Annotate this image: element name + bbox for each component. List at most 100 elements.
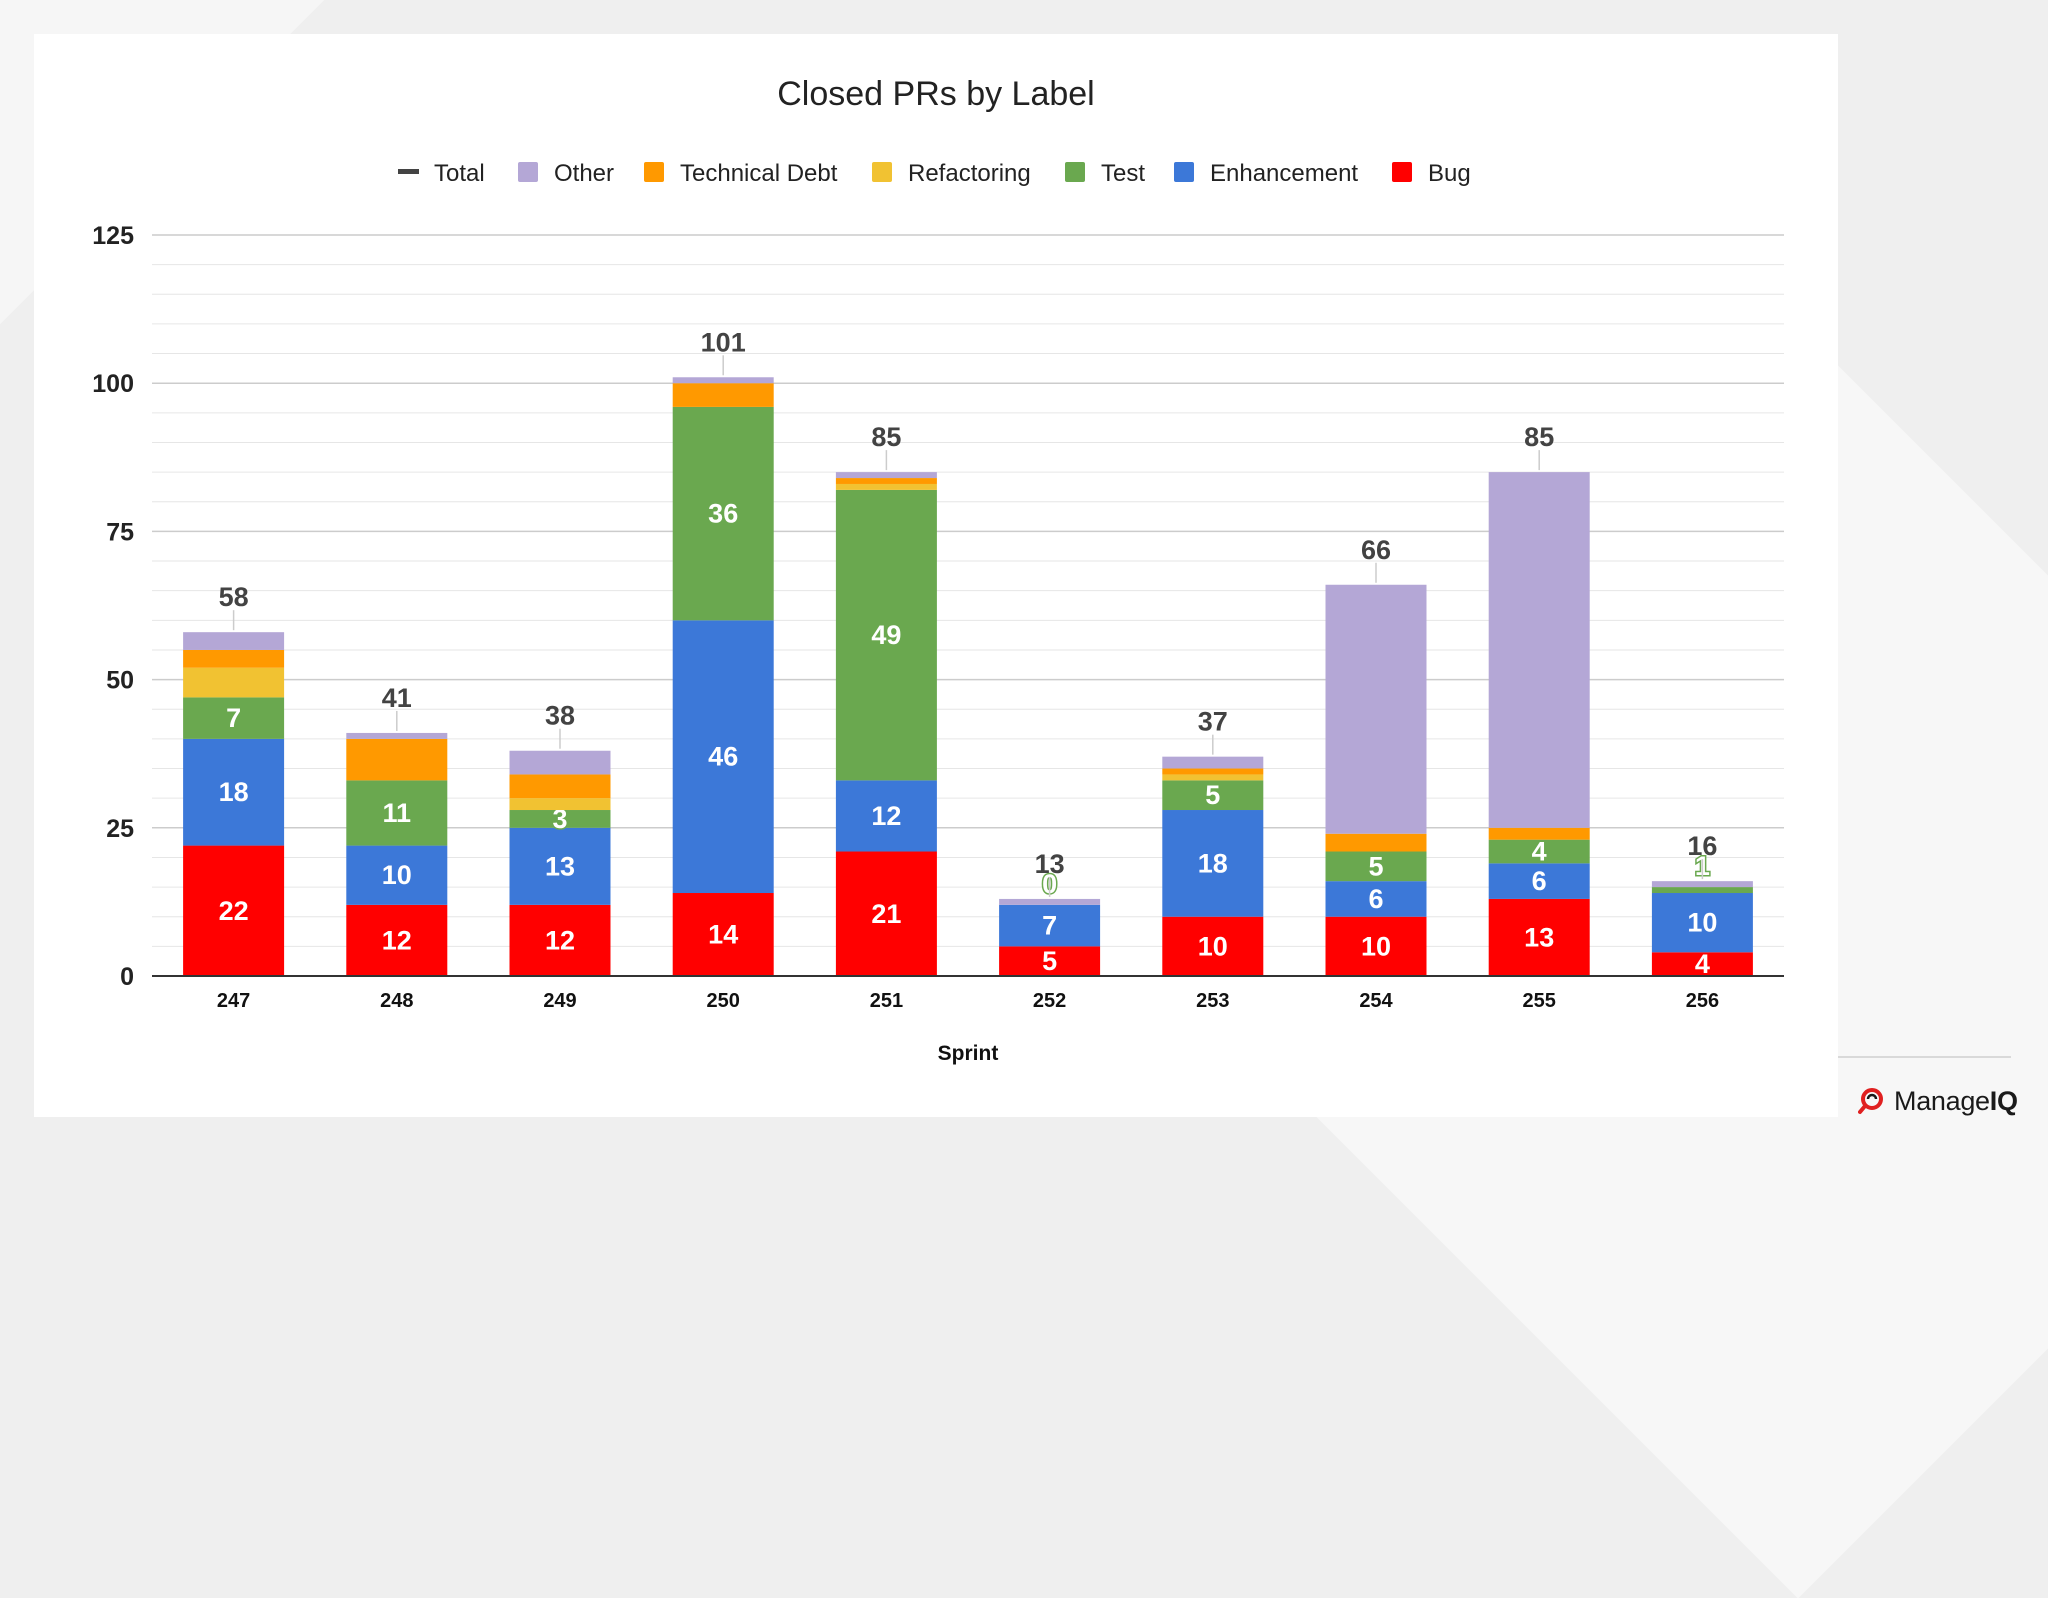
bar-segment-bug [1162,916,1264,976]
data-label-bug: 10 [1198,931,1228,961]
data-label-test: 3 [552,804,567,834]
manageiq-logo-icon [1858,1088,1883,1114]
data-label-total: 85 [1524,422,1554,452]
bar-segment-other [346,732,448,739]
data-label-test: 5 [1368,851,1383,881]
bar-segment-enhancement [835,780,937,852]
bar-segment-other [1651,881,1753,888]
y-tick-label: 0 [120,963,134,991]
data-label-enhancement: 10 [1687,908,1717,938]
data-label-total: 38 [545,701,575,731]
bar-segment-refactoring [835,483,937,490]
bar-segment-test [1651,887,1753,894]
data-label-enhancement: 46 [708,742,738,772]
bar-segment-enhancement [1162,810,1264,917]
legend-label-refactoring: Refactoring [908,160,1031,187]
bar-segment-other [999,898,1101,905]
legend-swatch-refactoring [872,162,892,182]
y-tick-label: 75 [106,518,134,546]
data-label-total: 37 [1198,707,1228,737]
bar-segment-test [672,406,774,621]
data-label-total: 58 [219,582,249,612]
bar-segment-other [1325,584,1427,834]
legend-swatch-total [398,169,419,174]
bar-segment-refactoring [183,667,285,698]
data-label-enhancement: 18 [1198,848,1228,878]
y-tick-label: 125 [92,222,134,250]
legend-swatch-enhancement [1174,162,1194,182]
legend-label-technical-debt: Technical Debt [680,160,838,187]
data-label-total: 41 [382,683,412,713]
x-tick-label: 249 [543,990,576,1012]
data-label-enhancement: 13 [545,851,575,881]
data-label-bug: 5 [1042,946,1057,976]
bar-segment-bug [999,946,1101,976]
bar-segment-technical-debt [346,738,448,781]
bar-segment-technical-debt [1162,768,1264,775]
data-label-test: 11 [383,798,412,828]
legend-swatch-technical-debt [644,162,664,182]
x-tick-label: 256 [1686,990,1719,1012]
bar-segment-bug [1651,952,1753,976]
brand-name: ManageIQ [1894,1085,2018,1116]
bar-segment-technical-debt [1488,827,1590,840]
bar-segment-bug [672,893,774,976]
legend-swatch-other [518,162,538,182]
chart: Closed PRs by Label025507510012522187582… [92,75,1784,1065]
bar-segment-test [835,489,937,781]
legend-label-bug: Bug [1428,160,1471,187]
data-label-total: 101 [701,327,746,357]
data-label-enhancement: 10 [382,860,412,890]
bar-segment-technical-debt [509,774,611,799]
bar-segment-test [1325,851,1427,882]
data-label-test: 5 [1205,780,1220,810]
bar-segment-test [183,697,285,739]
bar-segment-other [509,750,611,775]
x-tick-label: 247 [217,990,250,1012]
data-label-bug: 13 [1524,922,1554,952]
legend-label-total: Total [434,160,485,187]
data-label-bug: 21 [871,899,901,929]
data-label-total: 66 [1361,535,1391,565]
data-label-total: 13 [1035,849,1065,879]
chart-card: Closed PRs by Label 0 25 50 75 100 125 22 18 7 58 2… [34,34,1838,1117]
data-label-test: 7 [226,703,241,733]
x-tick-label: 252 [1033,990,1066,1012]
data-label-test: 36 [708,499,738,529]
bar-segment-test [346,780,448,846]
bar-segment-other [1162,756,1264,769]
data-label-bug: 12 [382,925,412,955]
footer-divider [1838,1056,2011,1058]
data-label-bug: 10 [1361,931,1391,961]
data-label-bug: 4 [1695,949,1710,979]
bar-segment-test [1488,839,1590,864]
x-axis-title: Sprint [938,1042,999,1065]
bar-segment-enhancement [346,845,448,905]
bar-segment-technical-debt [1325,833,1427,852]
bar-segment-refactoring [1162,774,1264,781]
legend-swatch-bug [1392,162,1412,182]
x-tick-label: 251 [870,990,903,1012]
bar-segment-other [183,632,285,650]
data-label-test: 49 [871,620,901,650]
chart-title: Closed PRs by Label [777,75,1095,113]
x-tick-label: 255 [1523,990,1556,1012]
bar-segment-refactoring [509,798,611,811]
data-label-enhancement: 7 [1042,911,1057,941]
bar-segment-bug [509,904,611,976]
bar-segment-enhancement [183,738,285,846]
legend-label-other: Other [554,160,614,187]
manageiq-logo: ManageIQ [1858,1084,2018,1118]
legend-label-enhancement: Enhancement [1210,160,1358,187]
bar-segment-enhancement [672,620,774,894]
y-tick-label: 100 [92,370,134,398]
data-label-enhancement: 12 [871,801,901,831]
bar-segment-test [1162,780,1264,811]
bar-segment-enhancement [1651,893,1753,953]
bar-segment-enhancement [1325,881,1427,917]
data-label-enhancement: 6 [1532,866,1547,896]
data-label-enhancement: 6 [1368,884,1383,914]
data-label-test: 4 [1532,837,1547,867]
bar-segment-other [835,472,937,479]
data-label-bug: 22 [219,896,249,926]
